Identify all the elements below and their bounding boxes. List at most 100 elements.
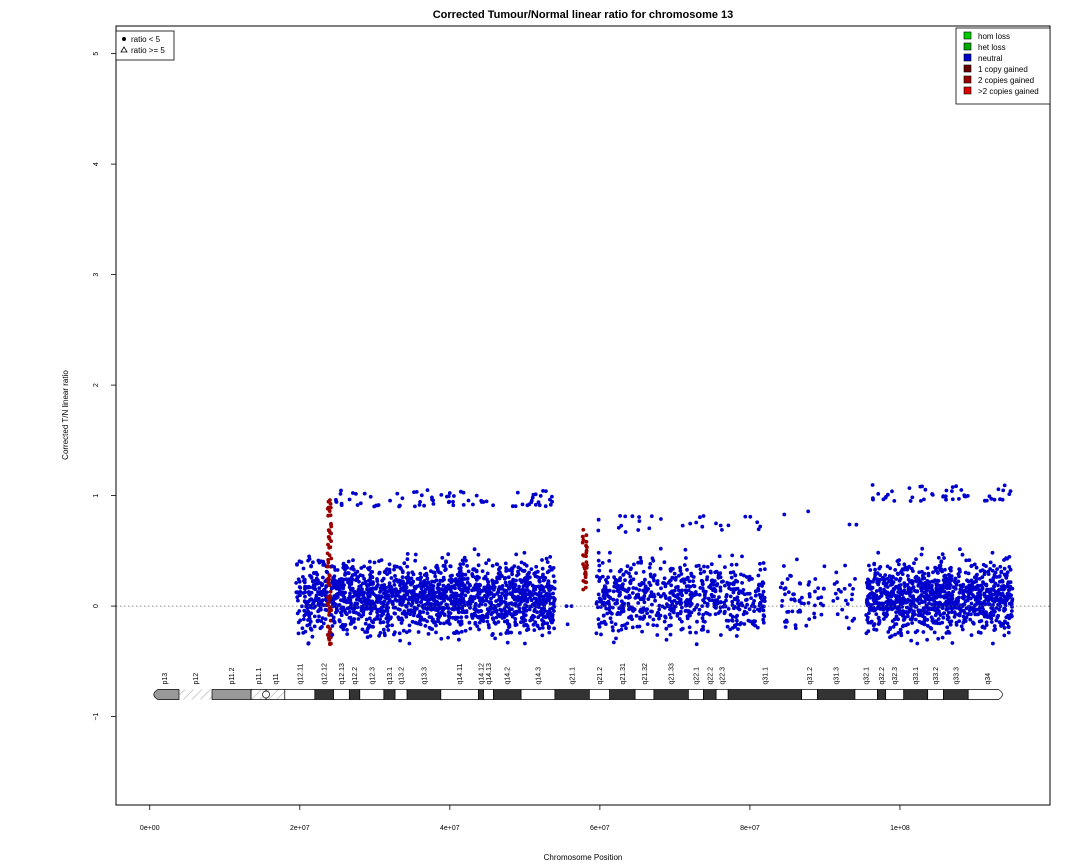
data-point [357, 579, 361, 584]
data-point [416, 603, 421, 608]
data-point [325, 564, 330, 569]
data-point [643, 590, 647, 595]
data-point [418, 615, 423, 620]
data-point [474, 585, 479, 590]
data-point [306, 641, 311, 645]
data-point [601, 613, 606, 618]
data-point [456, 631, 461, 635]
data-point [397, 504, 401, 509]
data-point [666, 581, 671, 585]
data-point [552, 586, 557, 591]
open-triangle-symbol [120, 46, 128, 53]
data-point [735, 579, 740, 584]
data-point [366, 626, 371, 630]
data-point [917, 609, 921, 614]
data-point [307, 616, 312, 621]
data-point [435, 613, 440, 618]
data-point [1003, 619, 1007, 624]
ideogram-band-label: q21.31 [620, 663, 627, 685]
data-point [433, 574, 438, 579]
data-point [368, 581, 372, 586]
data-point [697, 612, 701, 616]
data-points [294, 483, 1015, 647]
data-point [449, 589, 454, 594]
data-point [901, 623, 906, 628]
data-point [987, 602, 992, 607]
data-point [647, 526, 652, 531]
data-point [919, 552, 924, 557]
data-point [928, 596, 932, 600]
data-point [298, 593, 302, 598]
data-point [513, 602, 518, 606]
data-point [658, 566, 663, 571]
data-point [984, 623, 989, 627]
data-point [547, 588, 552, 593]
data-point [876, 492, 881, 496]
data-point [655, 623, 659, 628]
data-point [977, 593, 982, 597]
data-point [895, 606, 900, 611]
data-point [304, 585, 309, 589]
data-point [431, 502, 436, 506]
data-point [386, 618, 391, 622]
data-point [608, 569, 613, 573]
data-point [483, 574, 488, 579]
data-point [456, 573, 461, 578]
data-point [934, 583, 939, 587]
data-point [920, 573, 925, 578]
data-point [406, 574, 410, 579]
data-point [518, 567, 523, 571]
data-point [1002, 626, 1007, 630]
data-point [886, 630, 891, 634]
data-point [445, 620, 450, 625]
data-point [550, 620, 554, 625]
data-point [507, 568, 512, 572]
data-point [381, 627, 386, 632]
data-point [377, 633, 381, 638]
data-point [423, 605, 427, 610]
data-point [938, 594, 943, 599]
data-point [911, 579, 915, 584]
data-point [499, 599, 504, 604]
data-point [597, 625, 602, 629]
data-point [381, 600, 386, 605]
data-point [449, 601, 454, 606]
data-point [311, 560, 315, 565]
data-point [326, 542, 330, 547]
data-point [382, 583, 387, 587]
data-point [744, 598, 748, 602]
data-point [927, 581, 931, 585]
data-point [757, 583, 761, 588]
data-point [947, 620, 952, 624]
data-point [330, 598, 335, 602]
data-point [936, 636, 941, 641]
data-point [308, 598, 312, 602]
data-point [901, 596, 906, 600]
data-point [998, 497, 1002, 502]
data-point [848, 583, 852, 587]
data-point [565, 622, 570, 627]
x-tick-label: 0e+00 [140, 825, 160, 832]
data-point [361, 593, 366, 598]
data-point [884, 614, 888, 619]
data-point [692, 584, 697, 589]
data-point [458, 562, 463, 567]
data-point [463, 572, 468, 577]
data-point [604, 606, 609, 611]
data-point [362, 576, 366, 581]
data-point [906, 614, 910, 619]
data-point [931, 605, 936, 609]
data-point [876, 616, 881, 621]
data-point [634, 571, 638, 575]
data-point [491, 503, 495, 508]
data-point [698, 567, 703, 572]
data-point [608, 596, 613, 600]
data-point [933, 613, 938, 618]
data-point [476, 563, 481, 568]
data-point [963, 611, 967, 615]
data-point [711, 588, 715, 593]
data-point [716, 575, 721, 580]
y-tick-label: 4 [93, 162, 100, 166]
data-point [523, 641, 527, 646]
data-point [513, 587, 518, 592]
